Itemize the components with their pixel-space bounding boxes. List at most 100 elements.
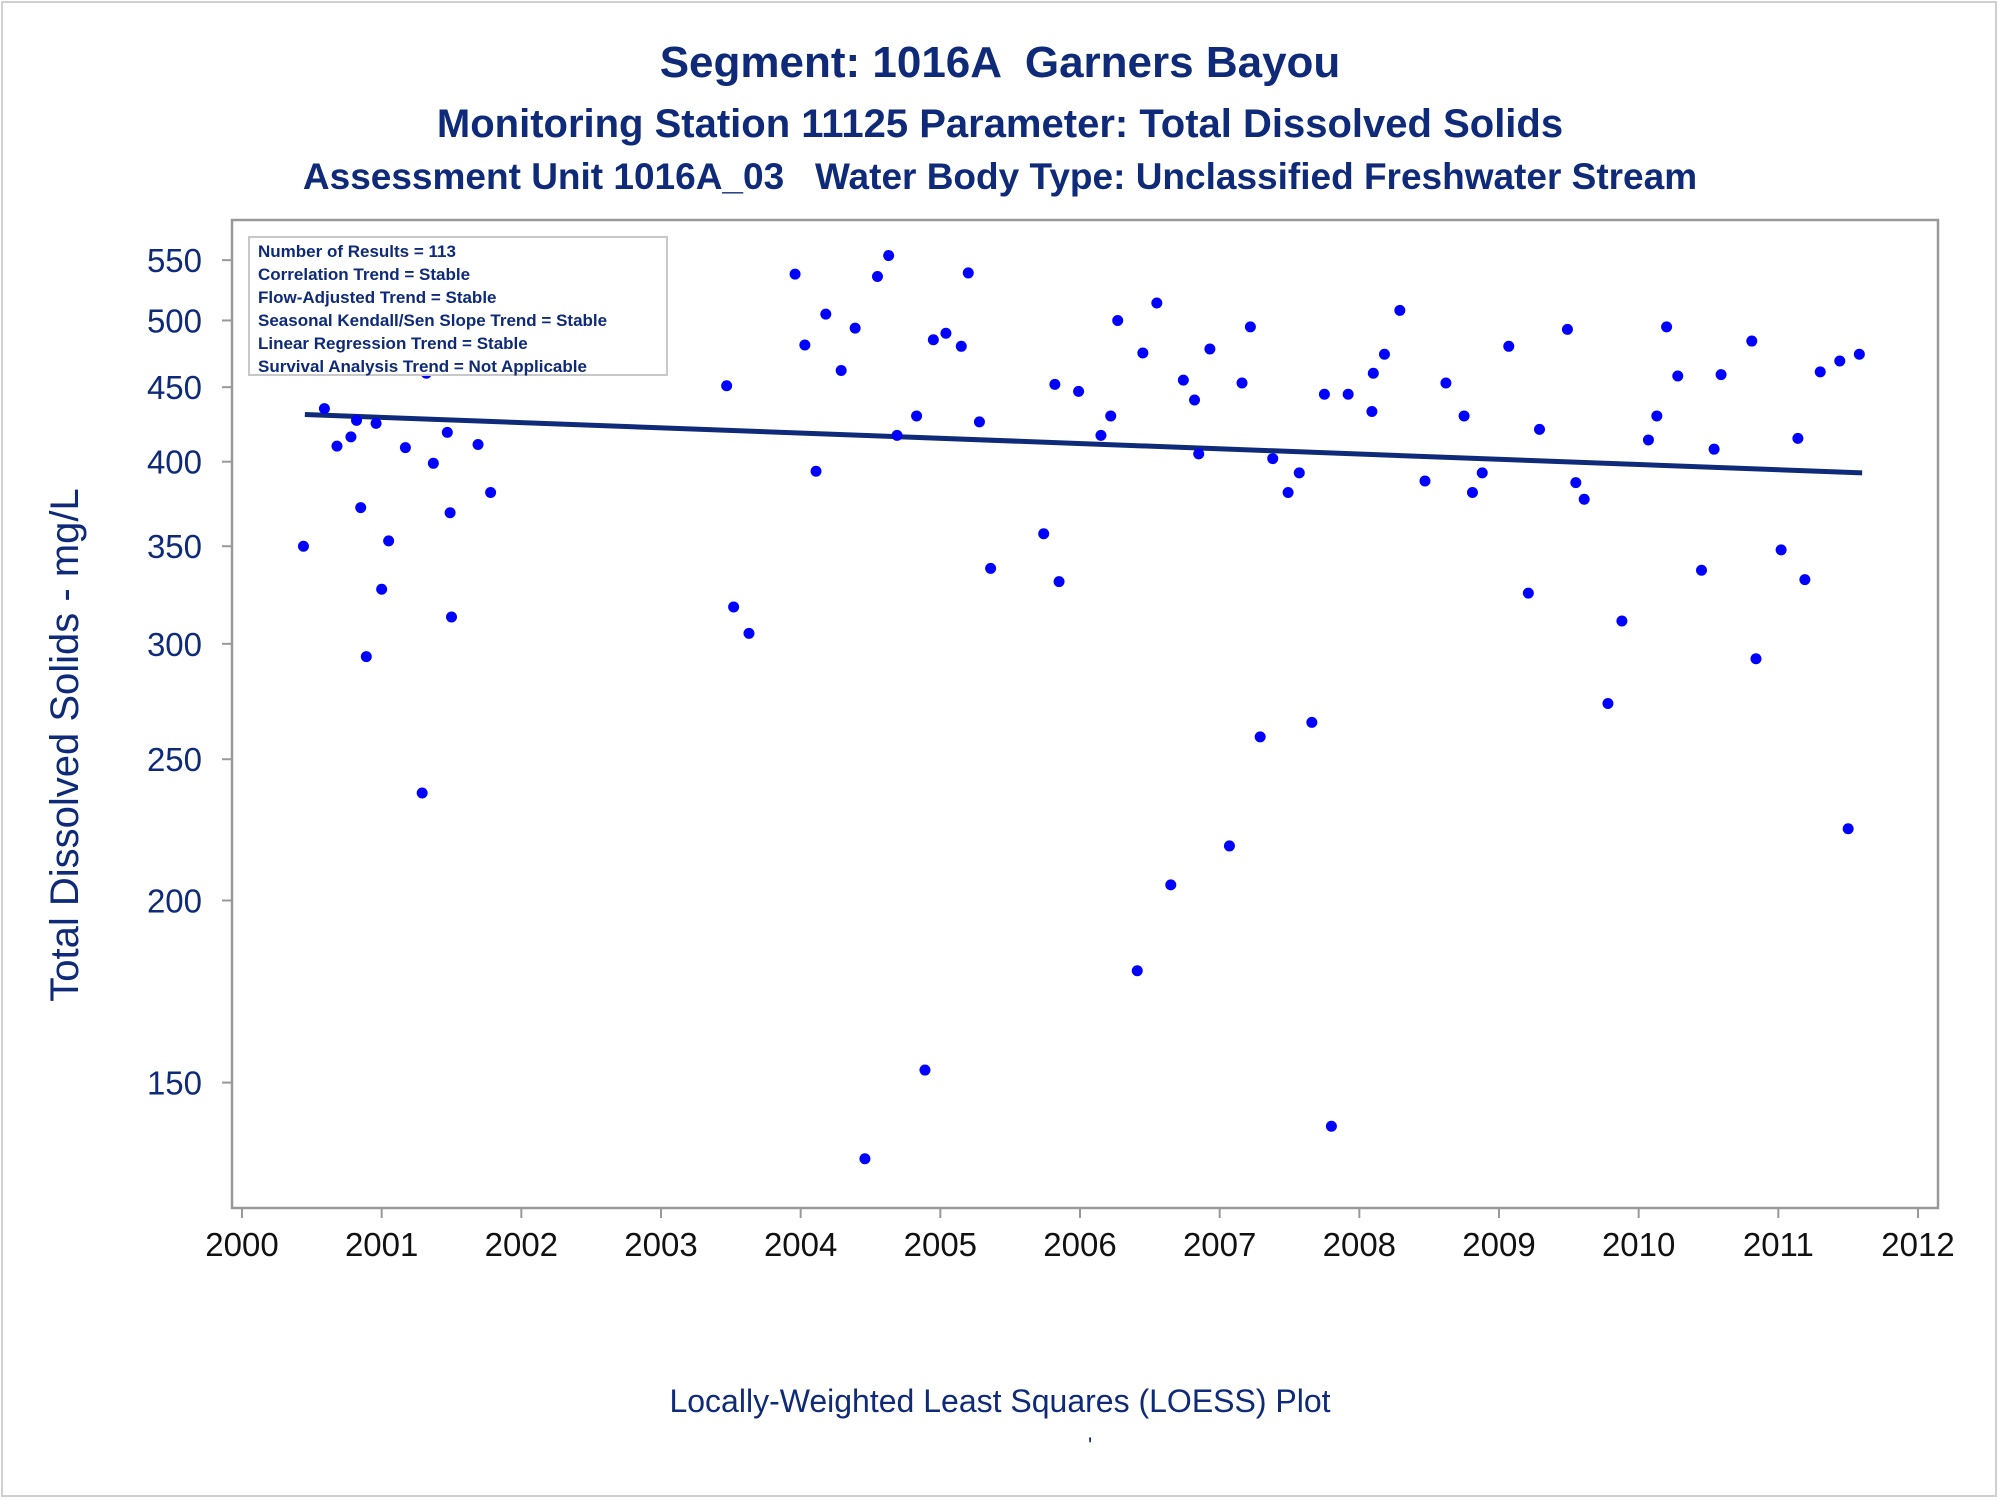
data-point	[1792, 432, 1804, 444]
legend-survival-analysis-trend: Survival Analysis Trend = Not Applicable	[258, 357, 587, 376]
data-point	[1112, 314, 1124, 326]
x-tick-label: 2006	[1043, 1226, 1116, 1263]
data-points	[297, 239, 1865, 1165]
footnote-mark: '	[1088, 1433, 1093, 1458]
data-point	[1522, 587, 1534, 599]
data-point	[1696, 564, 1708, 576]
chart-footnote: Locally-Weighted Least Squares (LOESS) P…	[669, 1383, 1331, 1419]
data-point	[331, 440, 343, 452]
data-point	[1616, 615, 1628, 627]
data-point	[1193, 448, 1205, 460]
data-point	[1366, 406, 1378, 418]
data-point	[1715, 369, 1727, 381]
data-point	[789, 268, 801, 280]
data-point	[1440, 377, 1452, 389]
data-point	[1746, 335, 1758, 347]
plot-axes: 2000 2001 2002 2003 2004 2005 2006 2007 2008 2009…	[147, 218, 1955, 1263]
x-tick-label: 2001	[345, 1226, 418, 1263]
data-point	[1661, 321, 1673, 333]
data-point	[1378, 348, 1390, 360]
data-point	[1842, 823, 1854, 835]
x-tick-label: 2005	[904, 1226, 977, 1263]
data-point	[1267, 453, 1279, 465]
data-point	[1672, 370, 1684, 382]
data-point	[370, 417, 382, 429]
data-point	[1049, 378, 1061, 390]
data-point	[1038, 528, 1050, 540]
data-point	[919, 1064, 931, 1076]
data-point	[962, 267, 974, 279]
x-tick-label: 2012	[1881, 1226, 1954, 1263]
data-point	[1570, 477, 1582, 489]
data-point	[1814, 366, 1826, 378]
data-point	[849, 322, 861, 334]
data-point	[1131, 965, 1143, 977]
chart-subtitle: Monitoring Station 11125 Parameter: Tota…	[436, 102, 1564, 146]
data-point	[1708, 443, 1720, 455]
data-point	[1325, 1120, 1337, 1132]
trend-line-group	[304, 411, 1863, 476]
data-point	[1342, 388, 1354, 400]
data-point	[1561, 323, 1573, 335]
data-point	[446, 611, 457, 623]
data-point	[1105, 410, 1117, 422]
data-point	[1458, 410, 1470, 422]
data-point	[1853, 348, 1865, 360]
data-point	[1165, 879, 1177, 891]
chart-subtitle-2: Assessment Unit 1016A_03 Water Body Type…	[302, 156, 1698, 197]
data-point	[1137, 347, 1149, 359]
data-point	[973, 416, 985, 428]
data-point	[383, 535, 395, 547]
data-point	[1750, 653, 1762, 665]
data-point	[355, 502, 367, 514]
data-point	[441, 426, 453, 438]
data-point	[1578, 493, 1590, 505]
data-point	[427, 457, 439, 469]
data-point	[810, 465, 822, 477]
data-point	[416, 787, 428, 799]
y-tick-label: 550	[147, 242, 202, 279]
data-point	[835, 365, 847, 377]
y-tick-label: 150	[147, 1065, 202, 1102]
legend-correlation-trend: Correlation Trend = Stable	[258, 265, 471, 284]
y-tick-label: 300	[147, 626, 202, 663]
x-tick-label: 2008	[1323, 1226, 1396, 1263]
data-point	[820, 308, 832, 320]
chart-title: Segment: 1016A Garners Bayou	[659, 38, 1341, 87]
data-point	[1073, 385, 1085, 397]
data-point	[1466, 487, 1478, 499]
x-tick-label: 2010	[1602, 1226, 1675, 1263]
data-point	[351, 414, 363, 426]
data-point	[1151, 297, 1163, 309]
x-tick-label: 2000	[205, 1226, 278, 1263]
data-point	[940, 327, 952, 339]
data-point	[1834, 355, 1846, 367]
y-tick-label: 500	[147, 302, 202, 339]
x-tick-label: 2009	[1462, 1226, 1535, 1263]
trend-legend: Number of Results = 113 Correlation Tren…	[248, 236, 668, 376]
legend-linear-regression-trend: Linear Regression Trend = Stable	[258, 334, 528, 353]
data-point	[859, 1153, 871, 1165]
y-axis-label: Total Dissolved Solids - mg/L	[43, 488, 87, 1002]
legend-seasonal-kendall-trend: Seasonal Kendall/Sen Slope Trend = Stabl…	[258, 311, 608, 330]
x-tick-label: 2003	[624, 1226, 697, 1263]
y-tick-label: 250	[147, 741, 202, 778]
data-point	[318, 403, 330, 415]
loess-trend-line	[304, 411, 1863, 476]
data-point	[472, 439, 484, 451]
y-tick-label: 350	[147, 528, 202, 565]
data-point	[1642, 434, 1654, 446]
data-point	[1254, 731, 1266, 743]
data-point	[345, 431, 357, 443]
data-point	[728, 601, 740, 613]
data-point	[1602, 698, 1614, 710]
legend-flow-adjusted-trend: Flow-Adjusted Trend = Stable	[258, 288, 497, 307]
data-point	[1236, 377, 1248, 389]
data-point	[1534, 423, 1546, 435]
data-point	[360, 651, 372, 663]
data-point	[376, 583, 388, 595]
data-point	[1053, 576, 1065, 588]
data-point	[985, 562, 997, 574]
